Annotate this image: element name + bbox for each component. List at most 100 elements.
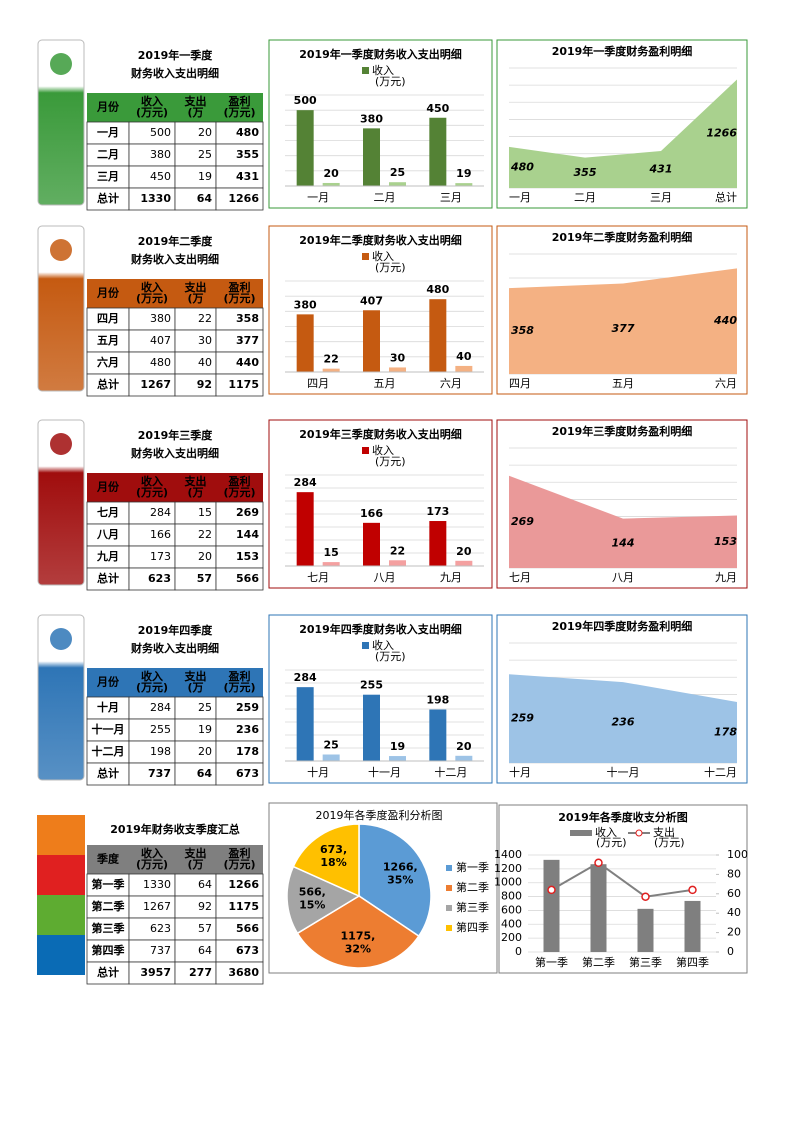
x-category-label: 一月 [509,191,531,204]
text-line: (万元) [136,292,168,305]
bar-value-label: 284 [294,476,317,489]
season-icon [50,628,72,650]
table-cell-text: 92 [198,900,212,913]
bar [389,756,406,761]
season-icon [50,53,72,75]
bar-value-label: 19 [390,740,405,753]
bar-value-label: 198 [426,694,449,707]
y2-tick-label: 20 [727,926,741,939]
x-category-label: 七月 [509,571,531,584]
legend-label: (万元) [596,836,627,849]
table-cell-text: 173 [150,550,171,563]
color-block [37,935,85,975]
x-category-label: 第二季 [582,955,615,969]
season-strip [37,225,85,392]
season-strip [37,419,85,586]
table-cell-text: 25 [198,701,212,714]
table-title: 2019年三季度 [138,428,214,442]
table-cell-text: 64 [197,767,213,780]
area-value-label: 355 [574,166,597,179]
table-cell-text: 五月 [97,334,119,347]
table-cell-text: 1175 [228,378,259,391]
table-cell-text: 480 [236,126,259,139]
bar-value-label: 19 [456,167,471,180]
table-header: 月份 [96,480,120,494]
x-category-label: 七月 [307,571,329,584]
table-cell-text: 450 [150,170,171,183]
table-cell-text: 178 [236,745,259,758]
text-line: (万 [187,486,203,499]
legend-swatch [446,925,452,931]
table-cell-text: 737 [150,944,171,957]
x-category-label: 十二月 [704,765,737,779]
table-header: 支出(万 [184,280,207,305]
table-title: 2019年二季度 [138,234,214,248]
table-cell-text: 40 [198,356,212,369]
table-cell-text: 22 [198,528,212,541]
table-header: 收入(万元) [136,669,168,694]
bar [322,182,340,186]
text-line: 566, [299,885,326,898]
color-block [37,895,85,935]
table-header: 支出(万 [184,846,207,871]
line-marker [641,892,650,901]
table-cell-text: 25 [198,148,212,161]
table-cell-text: 566 [236,922,259,935]
table-cell-text: 380 [150,148,171,161]
table-cell [215,373,264,397]
season-icon [50,433,72,455]
y2-tick-label: 0 [727,945,734,958]
pie-value-label: 566, 15% [299,885,326,911]
x-category-label: 九月 [715,571,737,584]
line-marker [688,885,697,895]
table-cell-text: 六月 [97,355,119,369]
table-cell-text: 166 [150,528,171,541]
x-category-label: 十二月 [434,765,467,779]
chart-title: 2019年一季度财务盈利明细 [552,44,693,58]
x-category-label: 一月 [307,191,329,204]
bar [429,117,447,186]
bar [363,310,380,372]
table-header: 收入(万元) [136,474,168,499]
table-cell-text: 673 [236,944,259,957]
legend-swatch [570,830,592,836]
table-cell-text: 19 [198,723,212,736]
text-line: 支出 [184,846,207,860]
table-cell [215,567,264,591]
y-tick-label: 200 [501,931,522,944]
bar [455,183,473,186]
table-cell-text: 277 [189,966,212,979]
x-category-label: 四月 [307,377,329,390]
legend-label: (万元) [375,650,406,663]
table-cell-text: 269 [236,506,259,519]
table-cell-text: 358 [236,312,259,325]
bar [455,755,473,761]
legend-label: 收入 [372,443,394,457]
text-line: 35% [387,873,413,886]
bar [684,900,701,952]
bar [429,521,447,566]
area-value-label: 480 [510,160,534,173]
table-cell-text: 92 [197,378,212,391]
x-category-label: 十月 [509,765,531,779]
table-cell-text: 1330 [143,878,171,891]
table-header: 盈利(万元) [223,669,255,694]
y-tick-label: 1400 [494,848,522,861]
line [550,861,693,898]
table-cell-text: 19 [198,170,212,183]
pie-slice [286,865,361,935]
text-line: (万元) [223,858,255,871]
bar-value-label: 20 [456,545,472,558]
bar [429,709,447,761]
text-line: (万 [187,106,203,119]
table-cell [215,187,264,211]
table-header: 月份 [96,286,120,300]
table-header: 月份 [96,100,120,114]
table-cell-text: 总计 [97,571,119,585]
x-category-label: 第三季 [629,955,662,969]
bar-value-label: 22 [390,544,405,557]
chart-title: 2019年三季度财务盈利明细 [552,424,693,438]
table-cell-text: 500 [150,126,171,139]
bar-value-label: 480 [426,283,449,296]
